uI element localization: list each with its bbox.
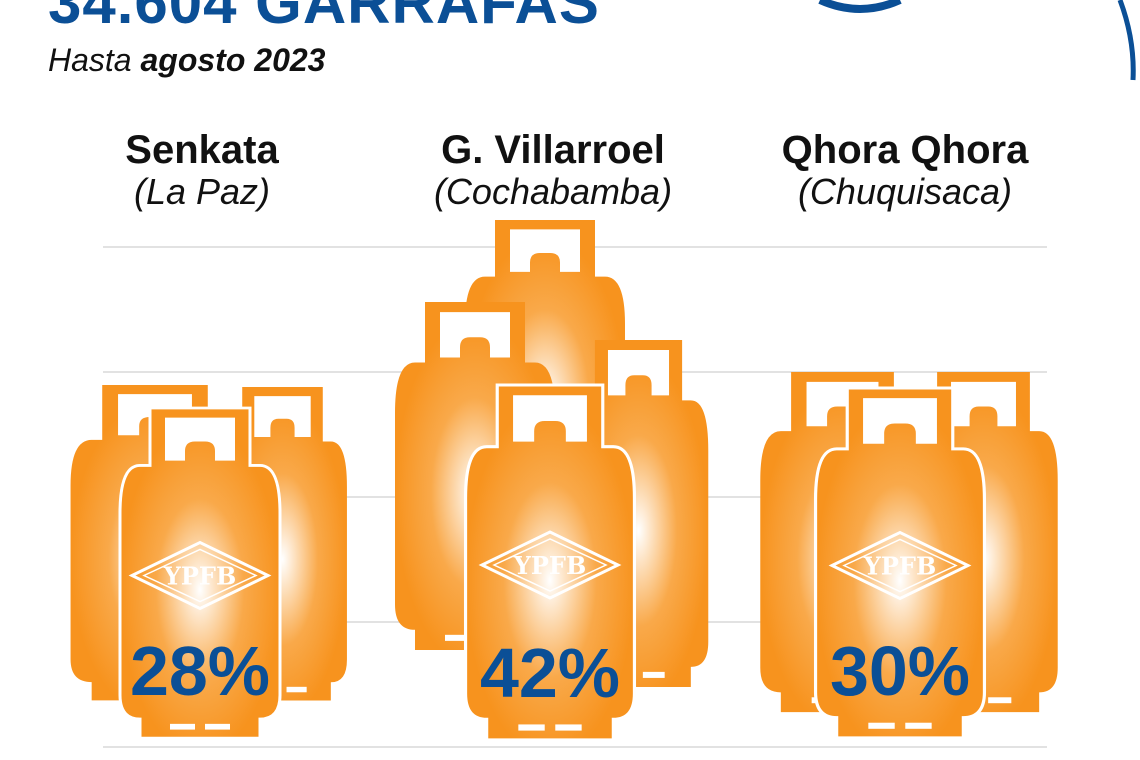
gas-cylinder-icon xyxy=(463,383,637,742)
cylinder-group-2: YPFB 30% xyxy=(760,372,1058,740)
percent-label: 28% xyxy=(130,632,270,710)
svg-text:YPFB: YPFB xyxy=(863,552,937,581)
ypfb-logo: YPFB xyxy=(128,540,272,611)
decorative-arc xyxy=(818,0,902,13)
subtitle: Hasta agosto 2023 xyxy=(48,42,326,78)
cylinder-group-1: YPFB 42% xyxy=(395,220,709,742)
percent-label: 42% xyxy=(480,634,620,712)
category-header-senkata: Senkata (La Paz) xyxy=(125,128,279,212)
ypfb-logo: YPFB xyxy=(828,530,972,601)
page-title: 34.604 GARRAFAS xyxy=(48,0,600,36)
gas-cylinder-icon xyxy=(118,406,282,740)
category-header-qhora: Qhora Qhora (Chuquisaca) xyxy=(781,128,1029,212)
percent-label: 30% xyxy=(830,632,970,710)
ypfb-logo: YPFB xyxy=(478,530,622,600)
category-header-villarroel: G. Villarroel (Cochabamba) xyxy=(433,128,673,212)
svg-text:YPFB: YPFB xyxy=(163,562,237,591)
svg-text:YPFB: YPFB xyxy=(513,551,587,580)
decorative-arc xyxy=(1117,0,1136,81)
gas-cylinder-icon xyxy=(813,386,987,740)
cylinder-group-0: YPFB 28% xyxy=(70,385,347,740)
